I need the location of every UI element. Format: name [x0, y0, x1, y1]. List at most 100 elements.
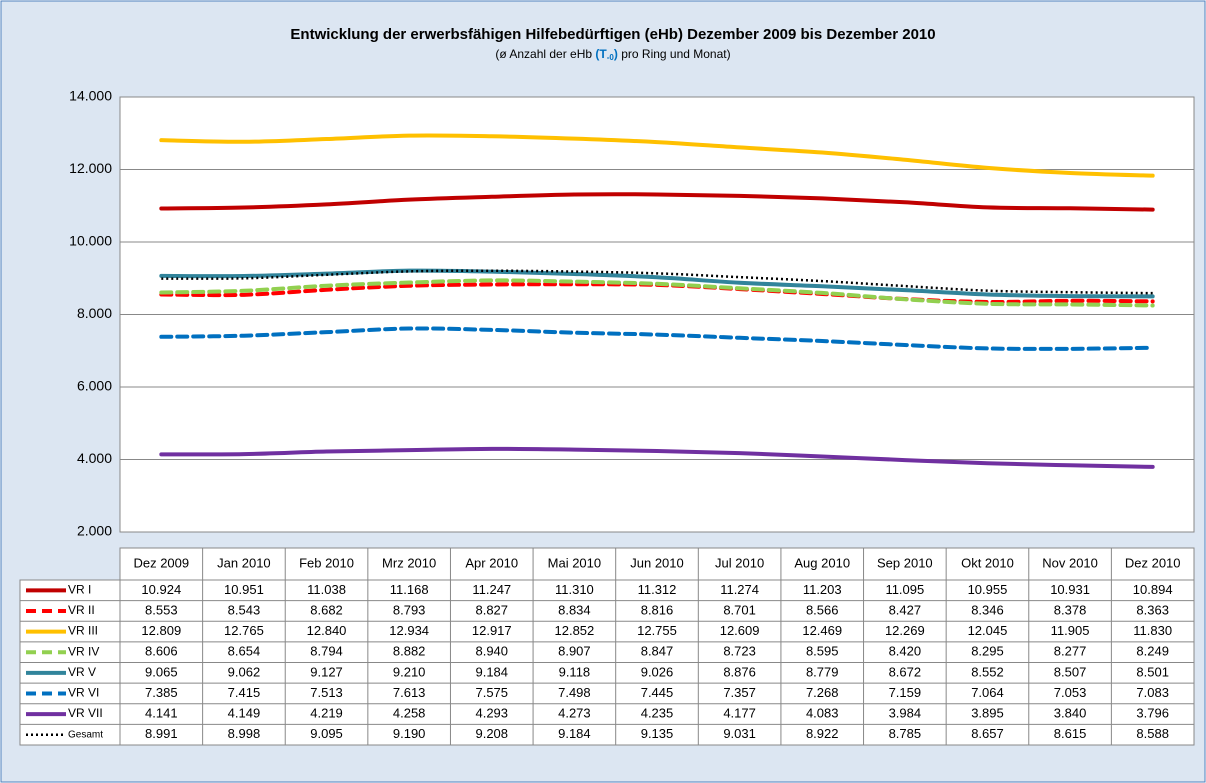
legend-label: Gesamt: [68, 729, 103, 740]
table-cell: 11.905: [1051, 623, 1090, 638]
table-cell: 11.830: [1133, 623, 1172, 638]
table-cell: 4.149: [228, 706, 261, 721]
table-cell: 8.501: [1136, 664, 1169, 679]
table-cell: 12.765: [224, 623, 264, 638]
table-cell: 8.595: [806, 644, 839, 659]
table-cell: 8.249: [1136, 644, 1169, 659]
table-cell: 10.951: [224, 582, 264, 597]
table-cell: 8.615: [1054, 726, 1087, 741]
table-cell: 8.277: [1054, 644, 1087, 659]
table-cell: 3.796: [1136, 706, 1169, 721]
table-cell: 11.038: [307, 582, 346, 597]
table-cell: 7.064: [971, 685, 1004, 700]
table-cell: 8.552: [971, 664, 1004, 679]
x-tick-label: Dez 2009: [133, 555, 189, 570]
table-cell: 12.934: [389, 623, 429, 638]
table-cell: 8.507: [1054, 664, 1087, 679]
table-cell: 8.378: [1054, 602, 1087, 617]
table-cell: 8.553: [145, 602, 178, 617]
y-tick-label: 14.000: [69, 88, 112, 104]
subtitle-part: ): [614, 47, 618, 61]
table-cell: 11.247: [472, 582, 511, 597]
table-header-bg: [119, 547, 1195, 581]
table-cell: 4.273: [558, 706, 591, 721]
table-cell: 8.295: [971, 644, 1004, 659]
table-cell: 11.095: [885, 582, 924, 597]
y-tick-label: 4.000: [77, 450, 112, 466]
table-cell: 8.998: [228, 726, 261, 741]
y-tick-label: 12.000: [69, 160, 112, 176]
table-cell: 10.924: [141, 582, 181, 597]
table-cell: 11.203: [803, 582, 842, 597]
series-line: [159, 446, 1155, 469]
table-cell: 8.794: [310, 644, 343, 659]
table-cell: 4.083: [806, 706, 839, 721]
series-line: [159, 326, 1155, 351]
table-cell: 9.135: [641, 726, 674, 741]
table-cell: 8.816: [641, 602, 674, 617]
subtitle-part: (ø Anzahl der eHb: [495, 47, 592, 61]
subtitle-part: pro Ring und Monat): [621, 47, 730, 61]
table-cell: 9.062: [228, 664, 261, 679]
table-cell: 7.575: [475, 685, 508, 700]
table-cell: 8.827: [475, 602, 508, 617]
chart-subtitle: (ø Anzahl der eHb (T-0) pro Ring und Mon…: [495, 47, 730, 62]
table-cell: 10.894: [1133, 582, 1173, 597]
table-cell: 9.184: [558, 726, 591, 741]
series-line: [161, 269, 1153, 295]
x-tick-label: Feb 2010: [299, 555, 354, 570]
x-tick-label: Mai 2010: [548, 555, 601, 570]
chart-title: Entwicklung der erwerbsfähigen Hilfebedü…: [290, 26, 935, 43]
table-cell: 12.045: [968, 623, 1008, 638]
table-cell: 11.168: [390, 582, 429, 597]
table-cell: 7.159: [889, 685, 922, 700]
table-cell: 7.445: [641, 685, 674, 700]
table-cell: 11.312: [638, 582, 677, 597]
table-cell: 8.657: [971, 726, 1004, 741]
table-cell: 7.053: [1054, 685, 1087, 700]
legend-label: VR I: [68, 582, 91, 596]
table-cell: 7.415: [228, 685, 261, 700]
x-tick-label: Okt 2010: [961, 555, 1014, 570]
x-tick-label: Jun 2010: [630, 555, 684, 570]
table-cell: 8.876: [723, 664, 756, 679]
table-cell: 7.268: [806, 685, 839, 700]
legend-label: VR IV: [68, 644, 99, 658]
table-cell: 7.613: [393, 685, 426, 700]
x-tick-label: Jan 2010: [217, 555, 271, 570]
table-cell: 11.310: [555, 582, 594, 597]
table-cell: 8.940: [475, 644, 508, 659]
table-cell: 9.031: [723, 726, 756, 741]
table-cell: 8.793: [393, 602, 426, 617]
table-cell: 10.955: [968, 582, 1008, 597]
series-line: [159, 192, 1155, 212]
table-cell: 4.141: [145, 706, 178, 721]
table-cell: 12.269: [885, 623, 925, 638]
table-cell: 8.427: [889, 602, 922, 617]
table-cell: 9.118: [559, 664, 591, 679]
table-cell: 9.026: [641, 664, 674, 679]
table-cell: 12.917: [472, 623, 512, 638]
table-cell: 3.840: [1054, 706, 1087, 721]
table-cell: 8.779: [806, 664, 839, 679]
table-cell: 9.065: [145, 664, 178, 679]
series-line: [159, 133, 1155, 178]
y-tick-label: 8.000: [77, 305, 112, 321]
table-cell: 12.469: [802, 623, 842, 638]
table-cell: 9.208: [475, 726, 508, 741]
table-cell: 12.840: [307, 623, 347, 638]
x-tick-label: Aug 2010: [794, 555, 850, 570]
x-tick-label: Dez 2010: [1125, 555, 1181, 570]
y-tick-label: 2.000: [77, 523, 112, 539]
table-cell: 9.184: [475, 664, 508, 679]
table-cell: 9.127: [310, 664, 343, 679]
table-cell: 7.385: [145, 685, 178, 700]
y-tick-label: 10.000: [69, 233, 112, 249]
table-cell: 12.852: [555, 623, 595, 638]
legend-label: VR III: [68, 624, 98, 638]
x-tick-label: Sep 2010: [877, 555, 933, 570]
table-cell: 7.513: [310, 685, 343, 700]
table-cell: 4.177: [723, 706, 756, 721]
